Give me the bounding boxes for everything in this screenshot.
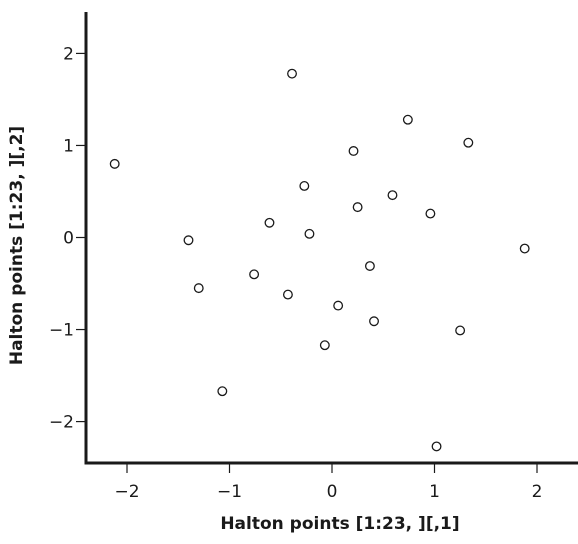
data-point bbox=[463, 137, 474, 148]
y-tick-label: 1 bbox=[63, 136, 74, 156]
y-tick-label: −1 bbox=[49, 321, 74, 341]
y-axis-title: Halton points [1:23, ][,2] bbox=[7, 126, 27, 365]
data-point bbox=[109, 158, 120, 169]
data-point bbox=[287, 68, 297, 79]
data-point bbox=[364, 261, 375, 271]
y-tick-label: −2 bbox=[49, 413, 74, 433]
data-point bbox=[369, 316, 379, 327]
data-point bbox=[264, 217, 275, 228]
x-tick-label: 0 bbox=[327, 482, 338, 502]
data-point bbox=[299, 181, 310, 191]
x-tick-label: 1 bbox=[429, 482, 440, 502]
data-point bbox=[304, 228, 315, 239]
x-tick-label: −1 bbox=[217, 482, 242, 502]
y-axis-ticks: −2 −1 0 1 2 bbox=[49, 44, 86, 433]
data-point bbox=[348, 146, 359, 156]
y-tick-label: 0 bbox=[63, 229, 74, 249]
data-point bbox=[319, 340, 330, 351]
x-tick-label: 2 bbox=[532, 482, 543, 502]
data-point bbox=[455, 325, 466, 336]
y-tick-label: 2 bbox=[63, 44, 74, 64]
data-points bbox=[109, 68, 530, 452]
x-tick-label: −2 bbox=[114, 482, 139, 502]
data-point bbox=[282, 289, 293, 300]
data-point bbox=[402, 114, 413, 125]
data-point bbox=[193, 283, 204, 294]
data-point bbox=[217, 386, 228, 397]
data-point bbox=[333, 300, 344, 311]
data-point bbox=[387, 190, 398, 201]
data-point bbox=[249, 269, 260, 280]
data-point bbox=[425, 208, 436, 219]
data-point bbox=[519, 243, 530, 254]
x-axis-title: Halton points [1:23, ][,1] bbox=[220, 514, 459, 534]
data-point bbox=[431, 441, 442, 452]
x-axis-ticks: −2 −1 0 1 2 bbox=[114, 463, 542, 502]
data-point bbox=[352, 202, 363, 213]
data-point bbox=[183, 235, 194, 246]
